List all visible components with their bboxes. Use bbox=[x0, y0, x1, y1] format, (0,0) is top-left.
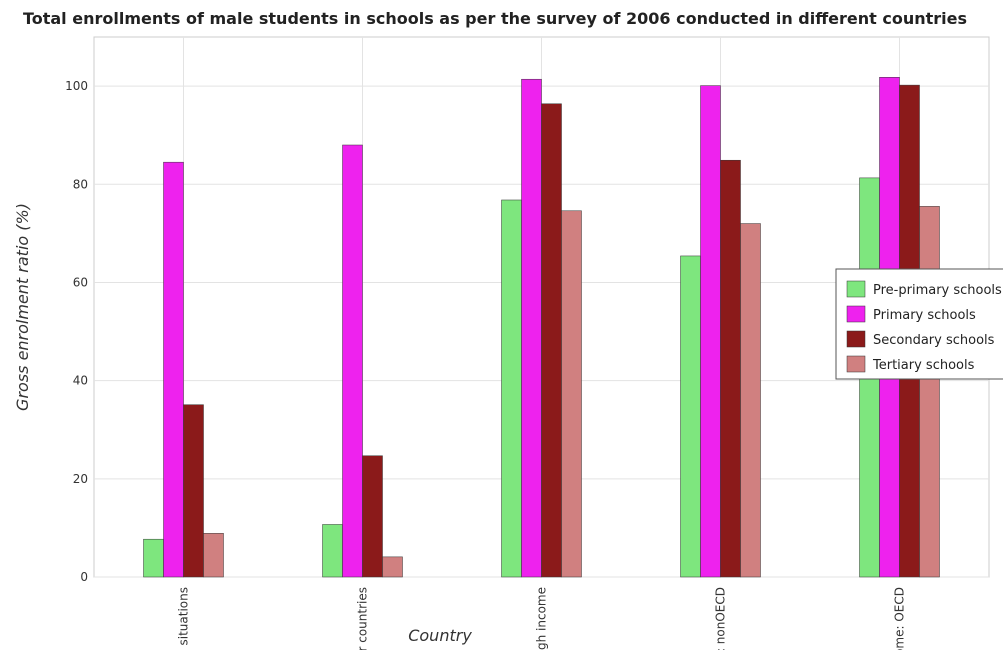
legend-swatch bbox=[846, 305, 866, 323]
bar bbox=[322, 524, 343, 578]
y-tick-label: 60 bbox=[73, 275, 88, 289]
x-tick-label: High income: nonOECD bbox=[714, 587, 728, 650]
legend-swatch bbox=[846, 330, 866, 348]
bar bbox=[501, 199, 522, 578]
bar bbox=[700, 85, 721, 578]
y-tick-label: 0 bbox=[80, 570, 88, 584]
legend-swatch bbox=[846, 355, 866, 373]
x-tick-label: High income bbox=[535, 587, 549, 650]
x-tick-label: High income: OECD bbox=[893, 587, 907, 650]
bar bbox=[919, 206, 940, 578]
legend-label: Pre-primary schools bbox=[873, 283, 1002, 298]
legend-label: Primary schools bbox=[873, 308, 976, 323]
y-tick-label: 100 bbox=[65, 79, 88, 93]
bar bbox=[342, 144, 363, 578]
bar bbox=[680, 255, 701, 578]
x-tick-label: Fragile and conflict affected situations bbox=[177, 587, 191, 650]
bar bbox=[203, 533, 224, 578]
x-tick-label: Heavily indebted poor countries bbox=[356, 587, 370, 650]
y-tick-label: 80 bbox=[73, 177, 88, 191]
bar bbox=[362, 455, 383, 578]
bar bbox=[521, 78, 542, 578]
y-tick-label: 20 bbox=[73, 472, 88, 486]
x-axis-label: Country bbox=[408, 626, 472, 645]
bar bbox=[720, 159, 741, 578]
y-axis-label: Gross enrolment ratio (%) bbox=[13, 203, 32, 411]
x-axis-ticks: Fragile and conflict affected situations… bbox=[177, 587, 907, 650]
bar bbox=[561, 210, 582, 578]
bar bbox=[163, 161, 184, 578]
chart-title: Total enrollments of male students in sc… bbox=[23, 9, 967, 28]
legend-label: Secondary schools bbox=[873, 333, 995, 348]
legend-swatch bbox=[846, 280, 866, 298]
bar bbox=[382, 556, 403, 578]
y-axis-ticks: 0 20 40 60 80 100 bbox=[65, 79, 88, 584]
bar bbox=[541, 103, 562, 578]
y-tick-label: 40 bbox=[73, 374, 88, 388]
bar bbox=[183, 404, 204, 578]
bar bbox=[143, 538, 164, 578]
bar bbox=[740, 223, 761, 578]
legend-label: Tertiary schools bbox=[872, 358, 975, 373]
legend: Pre-primary schools Primary schools Second… bbox=[835, 268, 1003, 380]
